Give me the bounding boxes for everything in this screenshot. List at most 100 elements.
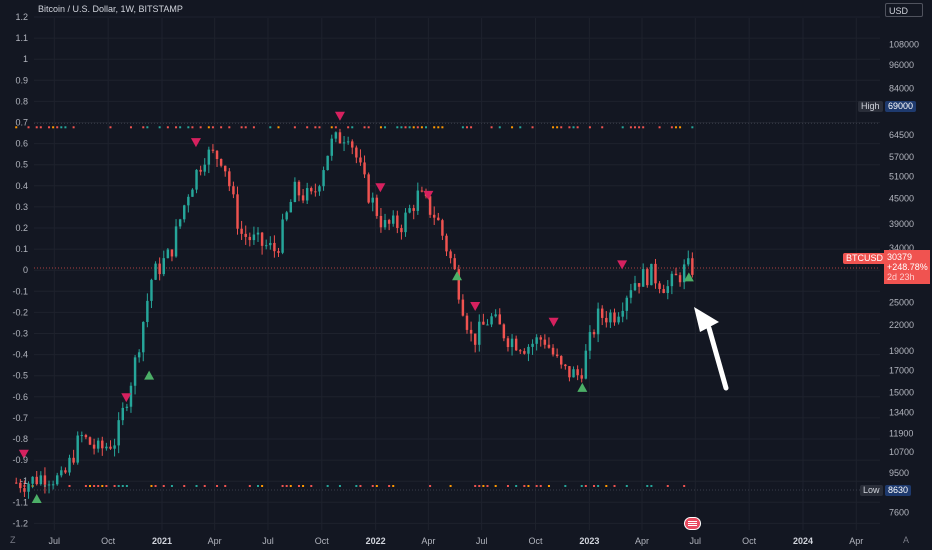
candle-body — [371, 197, 374, 203]
time-axis-label: Jul — [476, 536, 488, 546]
candle-body — [273, 242, 276, 252]
currency-button[interactable]: USD — [885, 3, 923, 17]
signal-dot — [523, 485, 526, 487]
signal-dot — [478, 485, 481, 487]
candle-body — [428, 196, 432, 215]
candle-body — [117, 420, 120, 446]
signal-dot — [670, 126, 673, 129]
candle-body — [215, 150, 219, 160]
level-lines — [34, 122, 880, 491]
left-axis-label: 0 — [23, 265, 28, 275]
right-axis-label: 39000 — [889, 219, 914, 229]
candle-body — [269, 242, 272, 246]
time-axis-label: Jul — [262, 536, 274, 546]
candle-body — [330, 138, 333, 156]
left-axis-label: -0.6 — [12, 392, 28, 402]
signal-dot — [691, 126, 694, 129]
signal-dot — [318, 126, 321, 129]
candle-body — [23, 488, 26, 492]
left-axis-label: 0.4 — [15, 181, 28, 191]
signal-dot — [27, 126, 30, 129]
time-axis-label: Apr — [635, 536, 649, 546]
signal-dot — [642, 126, 645, 129]
buy-marker — [577, 382, 588, 392]
candle-body — [207, 149, 211, 165]
candle-body — [650, 263, 653, 286]
candle-body — [101, 440, 104, 449]
signal-dot — [330, 126, 333, 129]
candle-body — [293, 181, 297, 202]
candle-body — [576, 369, 579, 376]
candle-body — [359, 157, 362, 163]
signal-dot — [101, 485, 104, 487]
signal-dot — [347, 126, 350, 129]
high-value: 69000 — [885, 101, 917, 112]
candle-body — [43, 475, 47, 485]
candle-body — [305, 188, 309, 201]
candle-body — [551, 347, 555, 355]
signal-dot — [257, 485, 260, 487]
candle-body — [408, 208, 411, 213]
candle-body — [580, 375, 583, 379]
candle-body — [600, 308, 604, 318]
signal-dot — [515, 485, 518, 487]
signal-dot — [48, 126, 51, 129]
right-axis-label: 51000 — [889, 172, 914, 182]
candle-body — [416, 190, 420, 211]
signal-dot — [93, 485, 96, 487]
candle-body — [494, 314, 497, 317]
candle-body — [60, 470, 63, 476]
last-price-box: 30379 +248.78% 2d 23h — [884, 250, 930, 284]
candle-body — [629, 290, 633, 298]
signal-dots — [15, 126, 694, 487]
signal-dot — [625, 485, 628, 487]
candle-body — [55, 475, 59, 485]
timezone-button[interactable]: Z — [10, 535, 16, 545]
signal-dot — [560, 126, 563, 129]
candle-body — [158, 263, 161, 275]
candle-body — [383, 220, 387, 228]
signal-dot — [338, 485, 341, 487]
left-axis-label: 0.1 — [15, 244, 28, 254]
right-axis-label: 45000 — [889, 194, 914, 204]
signal-dot — [39, 126, 42, 129]
candle-body — [621, 310, 624, 317]
signal-dot — [580, 485, 583, 487]
last-price: 30379 — [887, 252, 913, 262]
sell-marker — [18, 449, 29, 459]
symbol-label: BTCUSD — [843, 253, 887, 264]
candle-body — [641, 269, 645, 287]
candle-body — [68, 457, 71, 473]
signal-dot — [465, 126, 468, 129]
buy-marker — [683, 272, 694, 282]
candle-body — [662, 289, 665, 293]
candle-body — [113, 445, 116, 449]
signal-dot — [420, 126, 423, 129]
signal-dot — [109, 126, 112, 129]
candle-body — [342, 142, 346, 144]
signal-dot — [519, 126, 522, 129]
time-axis-label: Apr — [421, 536, 435, 546]
signal-dot — [613, 485, 616, 487]
signal-dot — [629, 126, 632, 129]
candle-body — [572, 369, 575, 378]
candle-body — [478, 321, 481, 345]
us-flag-icon[interactable] — [684, 517, 701, 530]
auto-scale-button[interactable]: A — [903, 535, 910, 545]
candle-body — [232, 186, 235, 195]
time-axis-label: 2023 — [579, 536, 599, 546]
signal-dot — [384, 126, 387, 129]
signal-dot — [416, 126, 419, 129]
candle-body — [137, 352, 141, 358]
time-axis-label: 2021 — [152, 536, 172, 546]
candle-body — [174, 226, 178, 257]
signal-dot — [441, 126, 444, 129]
right-axis-label: 64500 — [889, 130, 914, 140]
candle-body — [183, 205, 186, 220]
candle-body — [412, 208, 415, 211]
time-axis-label: 2024 — [793, 536, 813, 546]
candle-body — [449, 251, 452, 259]
candle-body — [281, 219, 284, 253]
signal-dot — [449, 485, 452, 487]
